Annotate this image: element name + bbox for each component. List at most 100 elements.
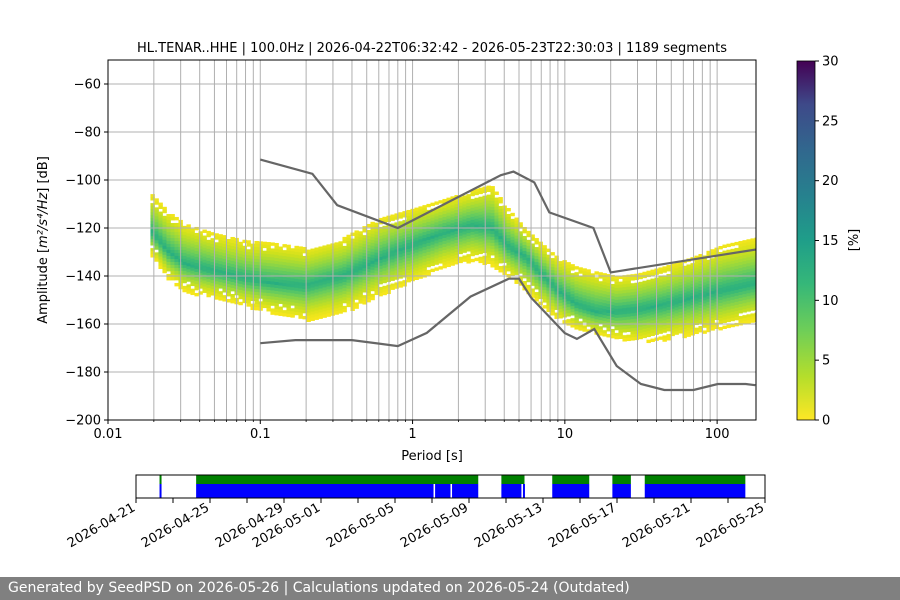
heatmap-cell [394, 246, 399, 250]
heatmap-cell [354, 287, 359, 291]
heatmap-cell [734, 265, 739, 270]
heatmap-cell [418, 266, 423, 270]
heatmap-cell [750, 277, 755, 281]
heatmap-cell [398, 233, 403, 237]
heatmap-cell [158, 250, 163, 254]
heatmap-cell [298, 267, 303, 271]
heatmap-cell [358, 255, 363, 259]
heatmap-cell [470, 198, 475, 203]
heatmap-cell [602, 315, 607, 319]
heatmap-cell [238, 277, 243, 282]
heatmap-cell [666, 301, 671, 305]
heatmap-cell [534, 262, 539, 266]
heatmap-cell [342, 299, 347, 304]
heatmap-cell [282, 283, 287, 287]
heatmap-cell [414, 237, 419, 241]
heatmap-cell [734, 271, 739, 276]
heatmap-cell [506, 238, 511, 242]
heatmap-cell [638, 287, 643, 292]
heatmap-cell [418, 254, 423, 258]
heatmap-cell [626, 295, 631, 300]
heatmap-cell [310, 293, 315, 297]
heatmap-cell [422, 271, 427, 275]
heatmap-cell [290, 275, 295, 279]
heatmap-cell [378, 271, 383, 276]
heatmap-cell [586, 272, 591, 276]
heatmap-cell [646, 297, 651, 302]
heatmap-cell [246, 300, 251, 304]
heatmap-cell [690, 281, 695, 285]
heatmap-cell [230, 287, 235, 292]
heatmap-cell [590, 285, 595, 289]
heatmap-cell [194, 226, 199, 231]
heatmap-cell [598, 308, 603, 312]
heatmap-cell [498, 224, 503, 228]
heatmap-cell [738, 268, 743, 272]
heatmap-cell [406, 209, 411, 214]
heatmap-cell [498, 257, 503, 261]
heatmap-cell [314, 307, 319, 311]
heatmap-cell [598, 299, 603, 303]
heatmap-cell [470, 246, 475, 251]
heatmap-cell [374, 270, 379, 275]
heatmap-cell [210, 262, 215, 266]
heatmap-cell [198, 255, 203, 259]
heatmap-cell [310, 263, 315, 267]
heatmap-cell [158, 202, 163, 206]
heatmap-cell [490, 237, 495, 241]
heatmap-cell [466, 218, 471, 222]
heatmap-cell [442, 246, 447, 251]
heatmap-cell [194, 271, 199, 276]
heatmap-cell [754, 297, 756, 301]
heatmap-cell [582, 307, 587, 311]
heatmap-cell [490, 243, 495, 247]
heatmap-cell [310, 275, 315, 279]
heatmap-cell [186, 290, 191, 294]
heatmap-cell [678, 270, 683, 274]
heatmap-cell [298, 261, 303, 265]
heatmap-cell [202, 247, 207, 251]
heatmap-cell [294, 296, 299, 301]
heatmap-cell [702, 324, 707, 328]
heatmap-cell [334, 302, 339, 306]
heatmap-cell [346, 255, 351, 260]
heatmap-cell [414, 258, 419, 262]
heatmap-cell [630, 328, 635, 332]
heatmap-cell [702, 318, 707, 322]
heatmap-cell [474, 224, 479, 229]
heatmap-cell [366, 289, 371, 294]
heatmap-cell [462, 237, 467, 241]
heatmap-cell [466, 245, 471, 249]
heatmap-cell [706, 262, 711, 267]
heatmap-cell [746, 293, 751, 297]
heatmap-cell [698, 329, 703, 333]
heatmap-cell [454, 255, 459, 259]
heatmap-cell [346, 279, 351, 284]
heatmap-cell [166, 214, 171, 218]
heatmap-cell [610, 304, 615, 309]
heatmap-cell [482, 210, 487, 215]
heatmap-cell [590, 324, 595, 328]
heatmap-cell [290, 266, 295, 270]
heatmap-cell [374, 279, 379, 284]
heatmap-cell [678, 288, 683, 292]
heatmap-cell [550, 306, 555, 310]
heatmap-cell [226, 260, 231, 264]
heatmap-cell [382, 270, 387, 275]
heatmap-cell [742, 321, 747, 325]
heatmap-cell [682, 292, 687, 297]
heatmap-cell [298, 306, 303, 310]
heatmap-cell [226, 290, 231, 294]
heatmap-cell [198, 261, 203, 265]
heatmap-cell [494, 200, 499, 204]
heatmap-cell [270, 248, 275, 252]
heatmap-cell [190, 228, 195, 233]
heatmap-cell [478, 190, 483, 195]
heatmap-cell [358, 249, 363, 253]
heatmap-cell [570, 303, 575, 307]
heatmap-cell [238, 286, 243, 291]
heatmap-cell [150, 218, 155, 222]
heatmap-cell [450, 235, 455, 239]
heatmap-cell [602, 312, 607, 316]
heatmap-cell [638, 332, 643, 337]
